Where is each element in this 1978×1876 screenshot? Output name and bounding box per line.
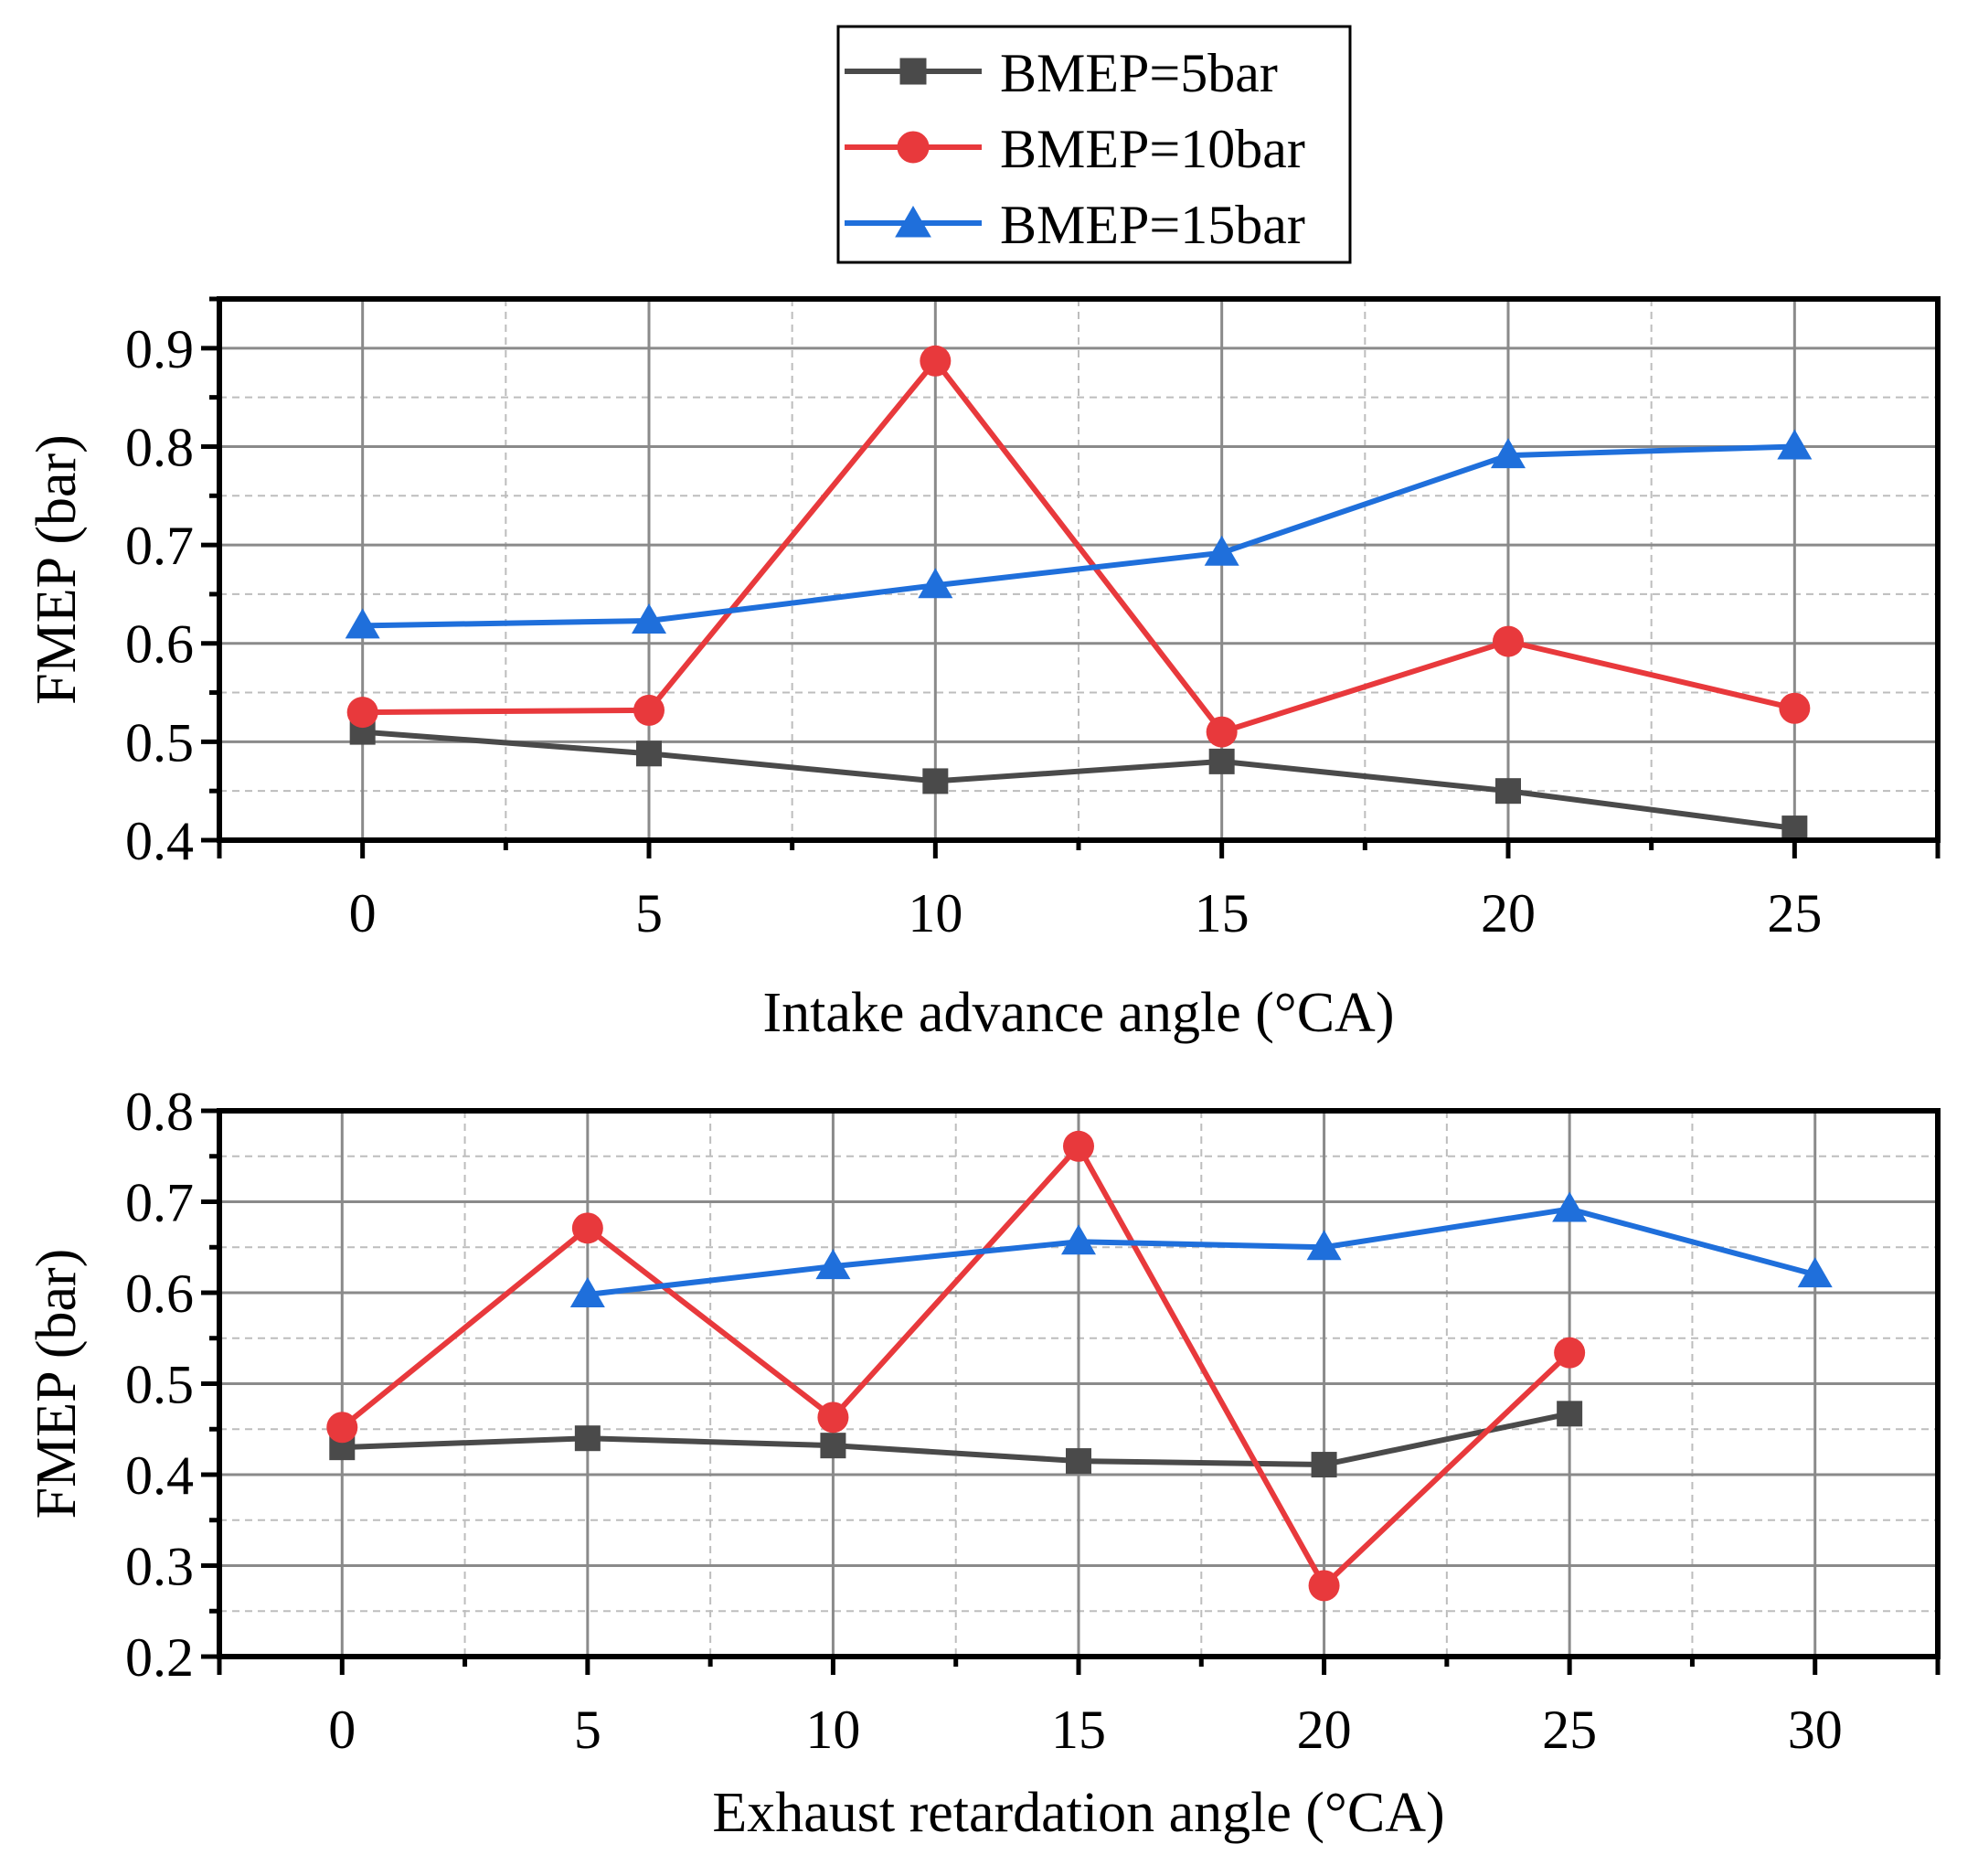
major-gridlines xyxy=(219,1111,1938,1657)
data-point-bmep-10 xyxy=(1063,1130,1094,1162)
legend-label-bmep-10: BMEP=10bar xyxy=(1000,119,1305,179)
y-tick-label: 0.7 xyxy=(125,1173,194,1233)
y-tick-label: 0.8 xyxy=(125,1082,194,1142)
axis-ticks xyxy=(201,1108,1941,1675)
x-tick-label: 15 xyxy=(1195,883,1250,943)
data-point-bmep-15 xyxy=(1797,1257,1833,1288)
y-tick-label: 0.4 xyxy=(125,811,194,871)
data-point-bmep-10 xyxy=(571,1212,603,1244)
data-point-bmep-5 xyxy=(1781,815,1808,842)
series-line-bmep-10 xyxy=(362,357,1796,735)
data-point-bmep-10 xyxy=(633,694,665,726)
data-point-bmep-5 xyxy=(1066,1448,1091,1475)
legend-label-bmep-5: BMEP=5bar xyxy=(1000,43,1278,103)
data-point-bmep-15 xyxy=(1306,1230,1342,1261)
x-axis-title: Exhaust retardation angle (°CA) xyxy=(712,1782,1444,1844)
data-point-bmep-15 xyxy=(1061,1224,1096,1255)
x-tick-label: 20 xyxy=(1481,883,1536,943)
legend-label-bmep-15: BMEP=15bar xyxy=(1000,195,1305,255)
y-tick-labels: 0.2 0.3 0.4 0.5 0.6 0.7 0.8 xyxy=(125,1082,194,1688)
data-point-bmep-5 xyxy=(1557,1401,1583,1427)
data-point-bmep-15 xyxy=(1491,438,1526,469)
data-point-bmep-15 xyxy=(918,568,953,599)
y-axis-title: FMEP (bar) xyxy=(26,434,88,705)
y-axis-title: FMEP (bar) xyxy=(26,1249,88,1519)
data-point-bmep-15 xyxy=(1204,535,1239,566)
series-line-bmep-15 xyxy=(587,1206,1816,1297)
x-tick-labels: 0 5 10 15 20 25 xyxy=(349,883,1823,943)
axis-ticks xyxy=(201,296,1941,858)
exhaust-retardation-chart: 0 5 10 15 20 25 30 0.2 0.3 0.4 0.5 0.6 0.7 0.8 Exhau… xyxy=(26,1082,1941,1844)
x-tick-label: 20 xyxy=(1297,1700,1352,1760)
data-point-bmep-5 xyxy=(820,1433,846,1459)
x-tick-label: 10 xyxy=(805,1700,860,1760)
x-tick-label: 0 xyxy=(328,1700,356,1760)
x-tick-label: 5 xyxy=(574,1700,601,1760)
data-point-bmep-5 xyxy=(922,768,949,794)
data-point-bmep-15 xyxy=(345,608,380,639)
series-line-bmep-15 xyxy=(362,443,1795,629)
y-tick-label: 0.5 xyxy=(125,1355,194,1415)
y-tick-label: 0.5 xyxy=(125,712,194,773)
y-tick-label: 0.2 xyxy=(125,1627,194,1688)
legend: BMEP=5bar BMEP=10bar BMEP=15bar xyxy=(836,25,1352,264)
x-axis-title: Intake advance angle (°CA) xyxy=(763,982,1395,1044)
x-tick-label: 0 xyxy=(349,883,377,943)
y-tick-label: 0.6 xyxy=(125,614,194,675)
data-point-bmep-10 xyxy=(1308,1570,1340,1602)
series-line-bmep-10 xyxy=(340,1143,1572,1589)
data-point-bmep-15 xyxy=(815,1249,851,1280)
y-tick-label: 0.6 xyxy=(125,1263,194,1324)
x-tick-label: 10 xyxy=(908,883,962,943)
legend-entry-bmep-15: BMEP=15bar xyxy=(845,195,1305,255)
series-layer xyxy=(326,1130,1833,1602)
y-tick-label: 0.7 xyxy=(125,516,194,576)
data-point-bmep-15 xyxy=(1552,1191,1588,1222)
data-point-bmep-10 xyxy=(346,697,378,729)
y-tick-label: 0.9 xyxy=(125,319,194,379)
legend-entry-bmep-5: BMEP=5bar xyxy=(845,43,1278,103)
x-tick-label: 25 xyxy=(1542,1700,1597,1760)
data-point-bmep-10 xyxy=(817,1402,849,1434)
data-point-bmep-5 xyxy=(1495,778,1521,805)
data-point-bmep-10 xyxy=(1554,1337,1586,1369)
legend-marker-square xyxy=(899,58,927,85)
y-tick-labels: 0.4 0.5 0.6 0.7 0.8 0.9 xyxy=(125,319,194,871)
y-tick-label: 0.8 xyxy=(125,417,194,477)
data-point-bmep-10 xyxy=(326,1412,358,1444)
series-line-bmep-5 xyxy=(362,729,1795,832)
data-point-bmep-5 xyxy=(636,741,662,767)
series-layer xyxy=(345,345,1813,842)
data-point-bmep-5 xyxy=(1311,1452,1337,1478)
data-point-bmep-15 xyxy=(1777,429,1813,460)
x-tick-label: 25 xyxy=(1767,883,1822,943)
y-tick-label: 0.3 xyxy=(125,1537,194,1597)
data-point-bmep-10 xyxy=(920,345,952,377)
data-point-bmep-5 xyxy=(574,1425,601,1452)
data-point-bmep-15 xyxy=(632,602,666,634)
legend-entry-bmep-10: BMEP=10bar xyxy=(845,119,1305,179)
legend-marker-triangle xyxy=(895,205,931,238)
x-tick-labels: 0 5 10 15 20 25 30 xyxy=(328,1700,1842,1760)
x-tick-label: 30 xyxy=(1788,1700,1843,1760)
data-point-bmep-15 xyxy=(569,1276,605,1307)
data-point-bmep-10 xyxy=(1779,692,1811,724)
data-point-bmep-10 xyxy=(1493,625,1524,657)
x-tick-label: 15 xyxy=(1051,1700,1106,1760)
legend-marker-circle xyxy=(897,131,930,164)
x-tick-label: 5 xyxy=(635,883,663,943)
data-point-bmep-10 xyxy=(1206,716,1238,748)
intake-advance-chart: 0 5 10 15 20 25 0.4 0.5 0.6 0.7 0.8 0.9 Intake adv… xyxy=(26,296,1941,1044)
y-tick-label: 0.4 xyxy=(125,1445,194,1506)
data-point-bmep-5 xyxy=(1208,748,1235,774)
series-line-bmep-5 xyxy=(342,1411,1570,1468)
